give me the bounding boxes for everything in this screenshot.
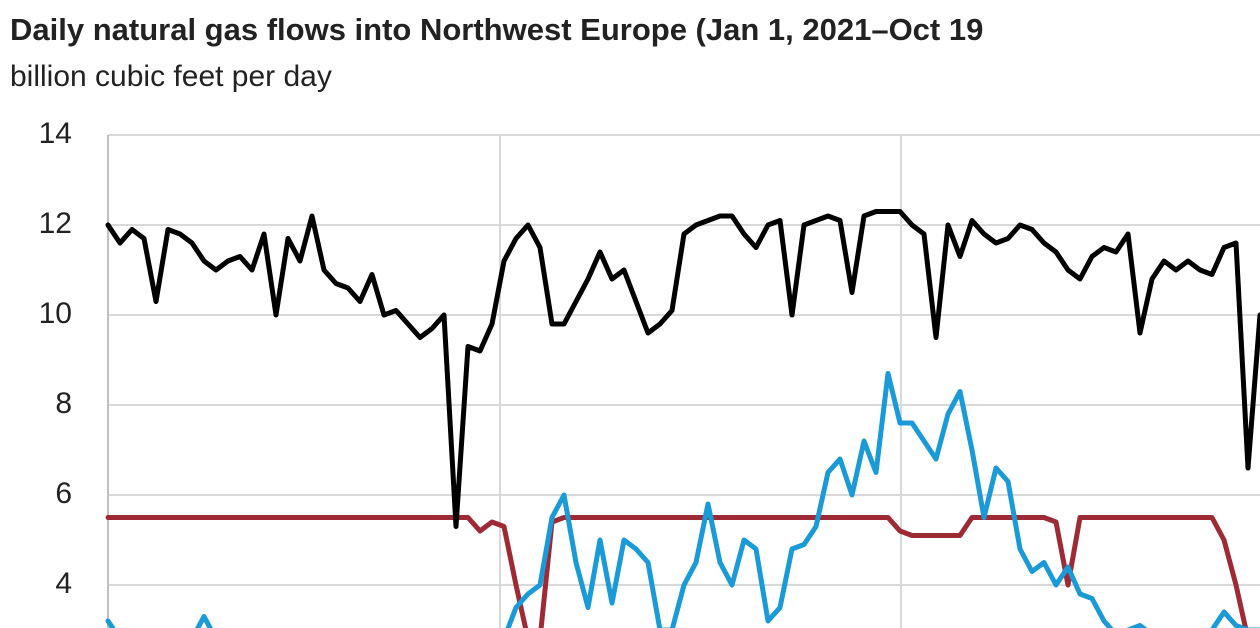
y-tick-label: 8 [55, 387, 72, 420]
series-line [105, 515, 1249, 628]
y-tick-label: 6 [55, 477, 72, 510]
lines [105, 209, 1260, 628]
series-line [105, 209, 1260, 529]
y-tick-label: 14 [39, 117, 72, 150]
chart-title: Daily natural gas flows into Northwest E… [10, 12, 983, 47]
chart-subtitle: billion cubic feet per day [10, 60, 332, 93]
series-line [105, 371, 1260, 628]
y-tick-label: 10 [39, 297, 72, 330]
y-tick-label: 12 [39, 207, 72, 240]
y-tick-label: 4 [55, 567, 72, 600]
